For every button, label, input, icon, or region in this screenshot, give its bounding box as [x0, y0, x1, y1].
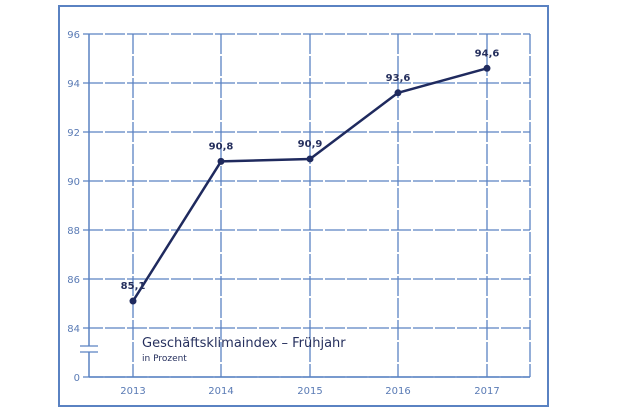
data-label: 85,1	[121, 281, 146, 292]
chart-subtitle: in Prozent	[142, 354, 187, 364]
data-label: 94,6	[475, 48, 500, 59]
data-point	[217, 157, 225, 165]
x-tick-label: 2014	[208, 386, 233, 397]
data-point	[129, 297, 137, 305]
axis-break-gap	[81, 346, 97, 352]
y-tick-label: 92	[67, 128, 80, 139]
x-tick-label: 2015	[297, 386, 322, 397]
x-tick-label: 2016	[385, 386, 410, 397]
y-tick-label: 86	[67, 275, 80, 286]
x-tick-label: 2017	[474, 386, 499, 397]
data-point	[483, 64, 491, 72]
axes: 96 94 92 90 88 86 84 0 2013 2014 2015 2016 2017	[67, 30, 530, 397]
grid	[83, 33, 531, 378]
data-label: 93,6	[386, 73, 411, 84]
y-tick-label: 88	[67, 226, 80, 237]
chart-frame	[58, 5, 549, 407]
series: 85,1 90,8 90,9 93,6 94,6	[121, 48, 500, 305]
data-label: 90,9	[298, 139, 323, 150]
chart-title: Geschäftsklimaindex – Frühjahr	[142, 336, 346, 351]
y-tick-label: 0	[74, 373, 80, 384]
y-tick-label: 90	[67, 177, 80, 188]
data-point	[394, 89, 402, 97]
data-label: 90,8	[209, 141, 234, 152]
x-tick-label: 2013	[120, 386, 145, 397]
y-tick-label: 84	[67, 324, 80, 335]
y-tick-label: 96	[67, 30, 80, 41]
data-point	[306, 155, 314, 163]
y-tick-label: 94	[67, 79, 80, 90]
